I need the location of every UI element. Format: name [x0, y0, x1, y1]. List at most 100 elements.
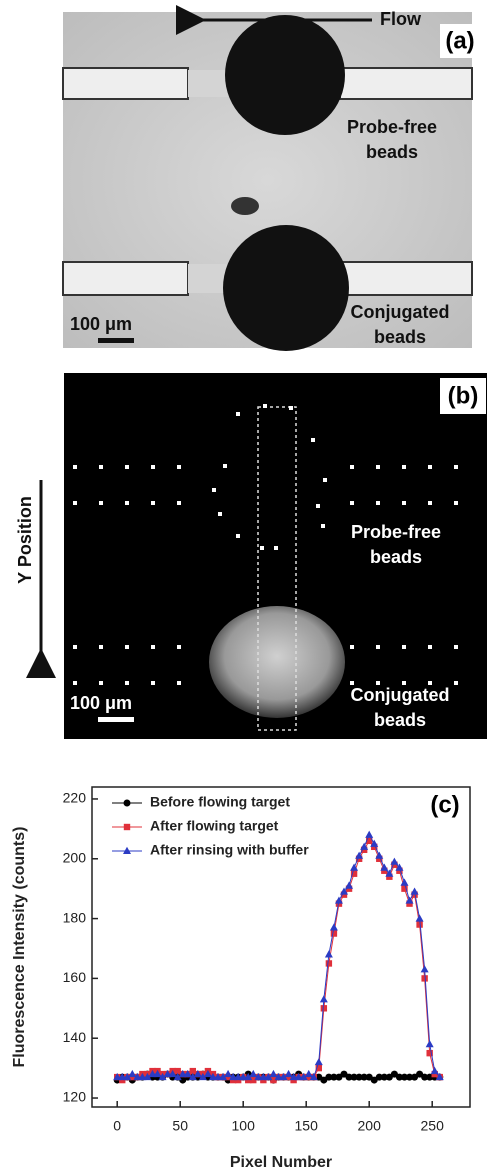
- line-scan-box: [257, 406, 297, 731]
- data-point: [319, 995, 328, 1003]
- bead-dot: [376, 681, 380, 685]
- bead-dot: [125, 681, 129, 685]
- data-point: [168, 1069, 177, 1078]
- data-point: [173, 1072, 182, 1081]
- data-point: [284, 1069, 293, 1078]
- data-point: [340, 1070, 348, 1078]
- scale-label: 100 μm: [70, 693, 132, 713]
- data-point: [183, 1069, 192, 1078]
- data-point: [385, 869, 394, 877]
- data-point: [375, 1073, 383, 1081]
- data-point: [128, 1069, 137, 1078]
- data-point: [320, 1076, 328, 1084]
- data-point: [355, 851, 364, 859]
- panel-label: (b): [448, 382, 479, 409]
- data-point: [188, 1072, 197, 1081]
- bead-label: beads: [374, 327, 426, 347]
- bead-dot: [151, 501, 155, 505]
- data-point: [406, 1073, 414, 1081]
- scale-label: 100 μm: [70, 314, 132, 334]
- bead-dot: [223, 464, 227, 468]
- bead-dot: [99, 645, 103, 649]
- bead-dot: [99, 681, 103, 685]
- data-point: [178, 1069, 187, 1078]
- data-point: [179, 1076, 187, 1084]
- legend-marker: [123, 799, 131, 807]
- x-tick-label: 50: [172, 1118, 188, 1134]
- data-point: [370, 839, 379, 847]
- bead-label: Conjugated: [351, 685, 450, 705]
- data-point: [385, 1073, 393, 1081]
- data-point: [279, 1072, 288, 1081]
- data-point: [415, 914, 424, 922]
- bead-dot: [316, 504, 320, 508]
- bead-dot: [376, 501, 380, 505]
- particle: [231, 197, 259, 215]
- bead-dot: [311, 438, 315, 442]
- data-point: [380, 1073, 388, 1081]
- data-point: [355, 1073, 363, 1081]
- data-point: [401, 885, 408, 892]
- data-point: [426, 1073, 434, 1081]
- bead-dot: [402, 645, 406, 649]
- data-point: [133, 1072, 142, 1081]
- channel: [62, 261, 189, 296]
- bead-dot: [350, 465, 354, 469]
- bead-dot: [236, 534, 240, 538]
- data-point: [203, 1069, 212, 1078]
- bead-dot: [376, 465, 380, 469]
- bead-dot: [323, 478, 327, 482]
- y-tick-label: 200: [63, 849, 87, 865]
- bead-label: beads: [374, 710, 426, 730]
- bead-dot: [350, 681, 354, 685]
- data-point: [224, 1069, 233, 1078]
- data-point: [320, 1005, 328, 1012]
- bead-dot: [151, 645, 155, 649]
- bead-dot: [402, 681, 406, 685]
- data-point: [304, 1069, 313, 1078]
- bead-dot: [428, 501, 432, 505]
- data-point: [123, 1072, 132, 1081]
- bead-dot: [99, 465, 103, 469]
- y-tick-label: 220: [63, 790, 87, 806]
- data-point: [329, 923, 338, 931]
- data-point: [244, 1072, 253, 1081]
- data-point: [324, 950, 333, 958]
- data-point: [340, 887, 348, 895]
- data-point: [375, 851, 384, 859]
- panel-a: Flow (a) Probe-free beads Conjugated bea…: [62, 5, 480, 351]
- bead-dot: [73, 465, 77, 469]
- legend-marker: [123, 823, 131, 831]
- y-tick-label: 180: [63, 909, 87, 925]
- data-point: [250, 1076, 257, 1084]
- bead-dot: [125, 501, 129, 505]
- bead-dot: [454, 501, 458, 505]
- data-point: [189, 1067, 196, 1075]
- data-point: [365, 830, 374, 838]
- legend-label: After flowing target: [150, 818, 279, 834]
- bead-pack: [223, 225, 349, 351]
- data-point: [219, 1072, 228, 1081]
- y-tick-label: 120: [63, 1089, 87, 1105]
- bead-dot: [218, 512, 222, 516]
- data-point: [416, 1070, 424, 1078]
- bead-dot: [454, 465, 458, 469]
- bead-dot: [125, 465, 129, 469]
- bead-dot: [350, 501, 354, 505]
- bead-dot: [73, 501, 77, 505]
- data-point: [426, 1049, 433, 1057]
- data-point: [193, 1069, 202, 1078]
- bead-dot: [402, 465, 406, 469]
- flow-label: Flow: [380, 9, 422, 29]
- bead-label: beads: [366, 142, 418, 162]
- bead-dot: [428, 645, 432, 649]
- data-point: [249, 1069, 258, 1078]
- data-point: [390, 857, 399, 865]
- bead-label: Conjugated: [351, 302, 450, 322]
- bead-dot: [177, 645, 181, 649]
- data-point: [334, 896, 343, 904]
- bead-dot: [177, 465, 181, 469]
- data-point: [148, 1069, 157, 1078]
- bead-pack: [225, 15, 345, 135]
